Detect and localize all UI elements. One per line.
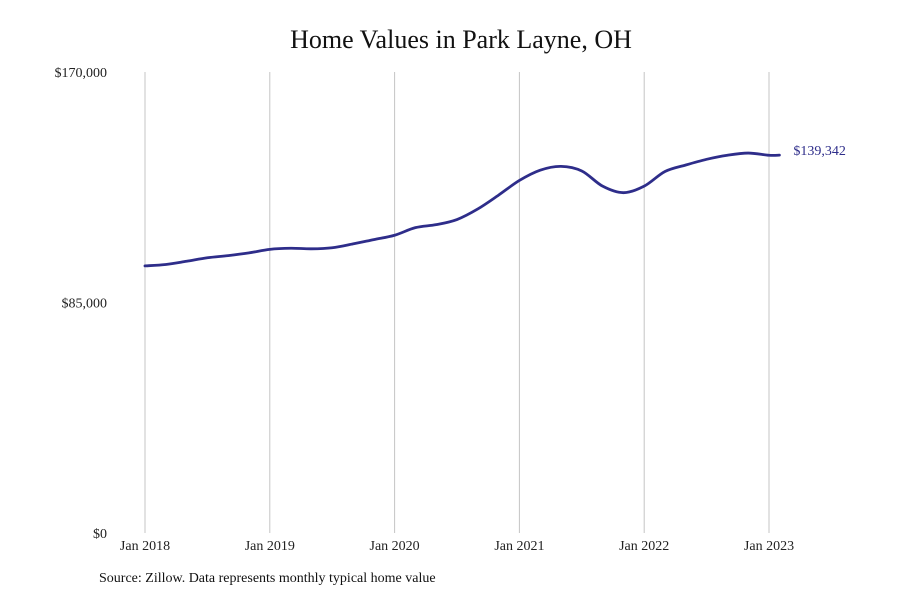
y-tick-label: $85,000 xyxy=(62,297,108,312)
y-tick-label: $0 xyxy=(93,527,107,542)
x-tick-label: Jan 2023 xyxy=(744,539,794,554)
x-tick-label: Jan 2018 xyxy=(120,539,170,554)
x-tick-label: Jan 2019 xyxy=(245,539,295,554)
x-tick-label: Jan 2020 xyxy=(370,539,420,554)
x-tick-label: Jan 2021 xyxy=(494,539,544,554)
gridlines xyxy=(144,72,770,533)
source-note: Source: Zillow. Data represents monthly … xyxy=(99,571,436,586)
end-labels: $139,342 xyxy=(793,144,846,159)
x-tick-label: Jan 2022 xyxy=(619,539,669,554)
y-tick-label: $170,000 xyxy=(55,66,108,81)
series-layer xyxy=(143,151,781,268)
end-value-label: $139,342 xyxy=(793,144,846,159)
y-axis-tick-labels: $0 $85,000 $170,000 xyxy=(55,66,108,542)
chart-title: Home Values in Park Layne, OH xyxy=(290,25,632,54)
series-line xyxy=(143,151,781,268)
x-axis-tick-labels: Jan 2018 Jan 2019 Jan 2020 Jan 2021 Jan 2022… xyxy=(120,539,794,554)
